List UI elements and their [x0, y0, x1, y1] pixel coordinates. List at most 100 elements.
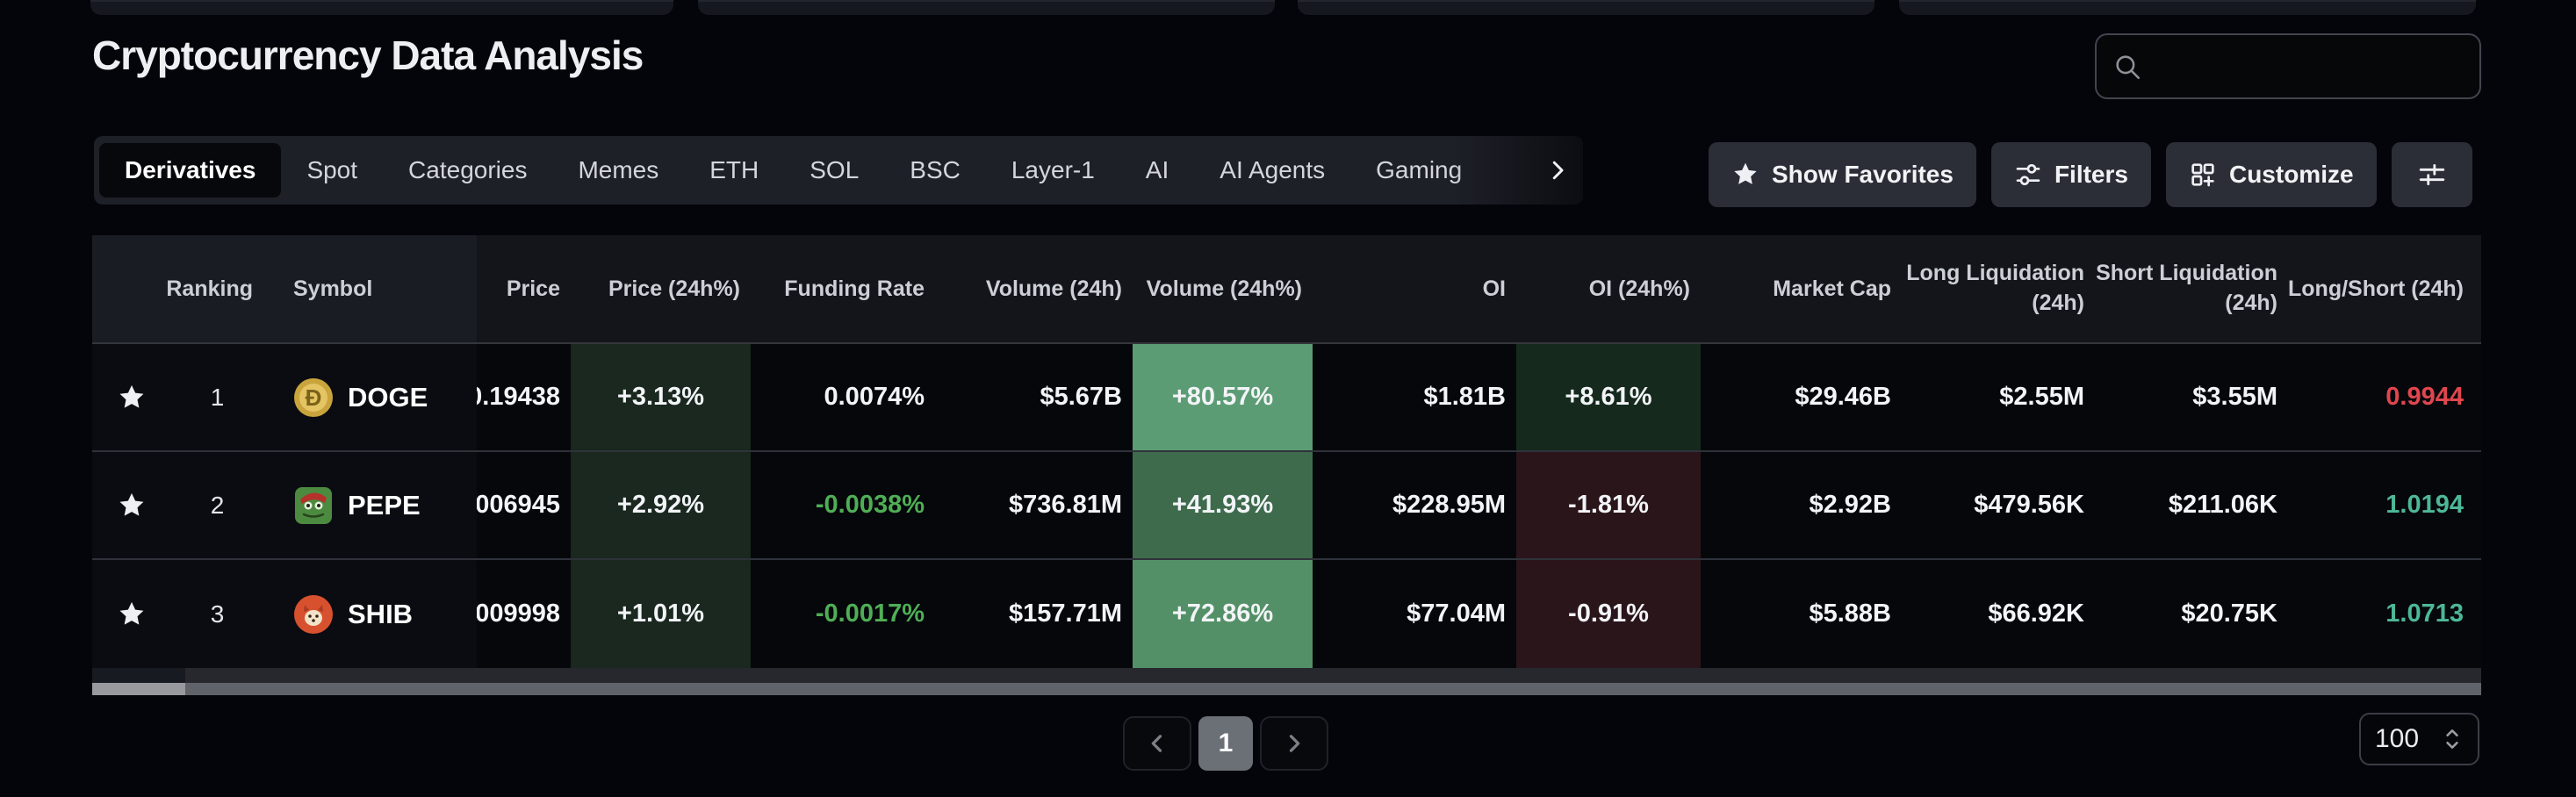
favorite-star-icon[interactable] — [92, 344, 171, 450]
long-short-cell: 1.0194 — [2385, 491, 2464, 519]
tab-ai-agents[interactable]: AI Agents — [1220, 156, 1326, 183]
top-card-1 — [90, 0, 673, 15]
tab-layer-1[interactable]: Layer-1 — [1011, 156, 1095, 183]
tab-eth[interactable]: ETH — [709, 156, 759, 183]
oi-change-cell: -1.81% — [1516, 452, 1701, 558]
tab-sol[interactable]: SOL — [809, 156, 860, 183]
tabs-overflow-chevron-right-icon[interactable] — [1544, 157, 1571, 183]
long-short-cell: 1.0713 — [2385, 600, 2464, 628]
column-header-long-liquidation[interactable]: Long Liquidation (24h) — [1902, 235, 2095, 342]
market-cap-cell: $29.46B — [1795, 383, 1891, 411]
rank-value: 3 — [210, 600, 225, 628]
table-header-row: Ranking Symbol Price Price (24h%) Fundin… — [92, 235, 2481, 344]
table-row-doge[interactable]: 1 Ð DOGE $0.19438 +3.13% 0.0074% $5.67B … — [92, 344, 2481, 452]
prev-page-button[interactable] — [1123, 716, 1191, 771]
column-header-favorite — [92, 235, 171, 342]
column-header-market-cap[interactable]: Market Cap — [1773, 276, 1891, 301]
funding-rate-cell: -0.0017% — [815, 600, 925, 628]
funding-rate-cell: 0.0074% — [824, 383, 925, 411]
rank-value: 1 — [210, 383, 225, 411]
star-icon — [1734, 162, 1757, 184]
long-short-cell: 0.9944 — [2385, 383, 2464, 411]
volume-cell: $157.71M — [1009, 600, 1122, 628]
oi-cell: $77.04M — [1407, 600, 1506, 628]
horizontal-scrollbar-thumb[interactable] — [92, 683, 185, 695]
favorite-star-icon[interactable] — [92, 560, 171, 668]
oi-cell: $1.81B — [1423, 383, 1506, 411]
table-row-pepe[interactable]: 2 PEPE $0.00006945 +2.92% -0.0038% $736.… — [92, 452, 2481, 560]
svg-text:Ð: Ð — [306, 384, 322, 411]
tab-bsc[interactable]: BSC — [910, 156, 961, 183]
price-cell: $0.19438 — [477, 383, 560, 411]
column-header-oi[interactable]: OI — [1482, 276, 1506, 301]
short-liquidation-cell: $211.06K — [2168, 491, 2277, 519]
show-favorites-button[interactable]: Show Favorites — [1709, 142, 1976, 207]
top-card-3 — [1298, 0, 1874, 15]
column-header-symbol[interactable]: Symbol — [263, 235, 477, 342]
page-size-select[interactable]: 100 — [2359, 713, 2479, 765]
column-header-price[interactable]: Price — [506, 276, 560, 301]
short-liquidation-cell: $20.75K — [2181, 600, 2277, 628]
customize-label: Customize — [2228, 161, 2354, 188]
oi-change-cell: -0.91% — [1516, 560, 1701, 668]
tab-bar: Derivatives Spot Categories Memes ETH SO… — [94, 136, 1583, 205]
page-number-button[interactable]: 1 — [1198, 716, 1253, 771]
table-footer-bar — [92, 668, 2481, 683]
column-header-long-short[interactable]: Long/Short (24h) — [2288, 276, 2464, 301]
long-liquidation-cell: $66.92K — [1988, 600, 2084, 628]
column-header-oi-change[interactable]: OI (24h%) — [1588, 276, 1690, 301]
market-cap-cell: $2.92B — [1809, 491, 1891, 519]
tab-categories[interactable]: Categories — [408, 156, 528, 183]
table-row-shib[interactable]: 3 SHIB $0.00009998 +1.01% -0.0017% $157.… — [92, 560, 2481, 668]
top-card-4 — [1899, 0, 2476, 15]
oi-cell: $228.95M — [1392, 491, 1506, 519]
tab-gaming[interactable]: Gaming — [1376, 156, 1463, 183]
table-footer-bar-notch — [92, 668, 185, 683]
column-header-price-change[interactable]: Price (24h%) — [608, 276, 740, 301]
horizontal-scrollbar-track[interactable] — [92, 683, 2481, 695]
long-liquidation-cell: $2.55M — [1999, 383, 2084, 411]
column-header-ranking[interactable]: Ranking — [166, 235, 263, 342]
tab-spot[interactable]: Spot — [306, 156, 358, 183]
chevron-up-down-icon — [2446, 729, 2458, 749]
column-header-funding-rate[interactable]: Funding Rate — [784, 276, 925, 301]
tab-ai[interactable]: AI — [1145, 156, 1169, 183]
price-cell: $0.00006945 — [477, 491, 560, 519]
long-liquidation-line2: (24h) — [2032, 291, 2084, 315]
volume-change-cell: +72.86% — [1133, 560, 1313, 668]
show-favorites-label: Show Favorites — [1772, 161, 1954, 188]
page-size-value: 100 — [2375, 724, 2420, 753]
volume-cell: $5.67B — [1040, 383, 1122, 411]
price-cell: $0.00009998 — [477, 600, 560, 628]
pepe-icon — [295, 486, 332, 524]
table-settings-button[interactable] — [2391, 142, 2472, 207]
short-liquidation-cell: $3.55M — [2192, 383, 2277, 411]
chevron-right-icon — [1289, 735, 1300, 752]
oi-change-cell: +8.61% — [1516, 344, 1701, 450]
chevron-left-icon — [1151, 735, 1162, 752]
short-liquidation-line1: Short Liquidation — [2096, 261, 2277, 286]
price-change-cell: +3.13% — [571, 344, 751, 450]
crypto-table: Ranking Symbol Price Price (24h%) Fundin… — [92, 235, 2481, 668]
search-box[interactable] — [2095, 33, 2481, 99]
customize-grid-plus-icon — [2191, 163, 2214, 187]
filters-button[interactable]: Filters — [1990, 142, 2151, 207]
top-card-2 — [698, 0, 1275, 15]
column-header-volume-change[interactable]: Volume (24h%) — [1146, 276, 1302, 301]
volume-change-cell: +80.57% — [1133, 344, 1313, 450]
tab-derivatives[interactable]: Derivatives — [99, 143, 282, 197]
adjustments-icon — [2419, 163, 2444, 186]
favorite-star-icon[interactable] — [92, 452, 171, 558]
next-page-button[interactable] — [1260, 716, 1328, 771]
search-input[interactable] — [2155, 51, 2475, 82]
price-change-cell: +2.92% — [571, 452, 751, 558]
tab-memes[interactable]: Memes — [578, 156, 659, 183]
column-header-short-liquidation[interactable]: Short Liquidation (24h) — [2095, 235, 2288, 342]
long-liquidation-cell: $479.56K — [1974, 491, 2084, 519]
filters-sliders-icon — [2016, 164, 2040, 185]
symbol-label: SHIB — [348, 598, 414, 629]
column-header-volume[interactable]: Volume (24h) — [985, 276, 1122, 301]
price-change-cell: +1.01% — [571, 560, 751, 668]
customize-button[interactable]: Customize — [2165, 142, 2377, 207]
